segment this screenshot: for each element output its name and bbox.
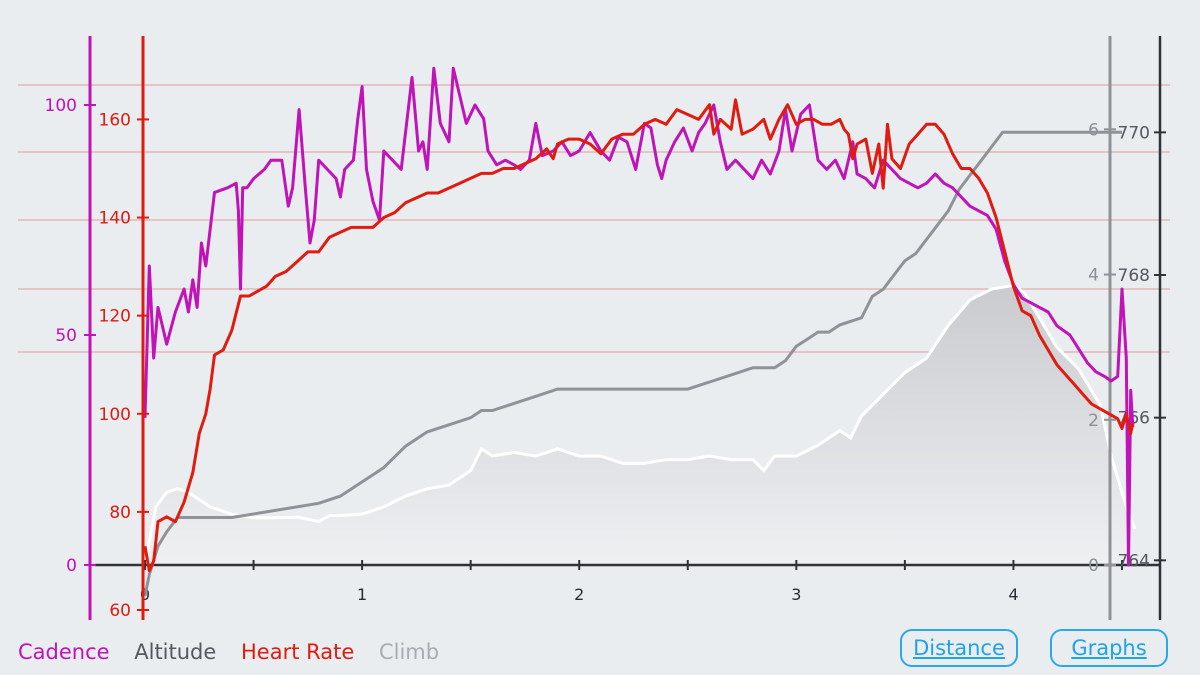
climb-tick-label: 0 — [1088, 556, 1099, 576]
cadence-tick-label: 100 — [45, 96, 77, 116]
legend-climb: Climb — [378, 640, 440, 664]
graphs-button[interactable]: Graphs — [1050, 629, 1168, 667]
heart-rate-tick-label: 140 — [99, 209, 131, 229]
climb-tick-label: 6 — [1088, 120, 1099, 140]
climb-tick-label: 4 — [1088, 266, 1099, 286]
legend-cadence: Cadence — [18, 640, 110, 664]
climb-line — [143, 283, 1137, 566]
altitude-tick-label: 770 — [1118, 123, 1150, 143]
x-tick-label: 2 — [574, 585, 584, 604]
altitude-tick-label: 764 — [1118, 551, 1150, 571]
legend-altitude: Altitude — [134, 640, 217, 664]
x-tick-label: 1 — [357, 585, 367, 604]
climb-area — [145, 285, 1136, 565]
heart-rate-tick-label: 60 — [109, 601, 131, 621]
legend-heart-rate: Heart Rate — [241, 640, 355, 664]
x-axis-ticks — [144, 560, 1123, 570]
heart-rate-tick-label: 80 — [109, 503, 131, 523]
heart-rate-tick-label: 160 — [99, 110, 131, 130]
heart-rate-tick-label: 100 — [99, 405, 131, 425]
cadence-line — [143, 66, 1135, 567]
x-tick-label: 3 — [791, 585, 801, 604]
x-tick-label: 4 — [1008, 585, 1018, 604]
heart-rate-line — [143, 98, 1135, 573]
climb-tick-label: 2 — [1088, 411, 1099, 431]
cadence-tick-label: 50 — [55, 326, 77, 346]
cadence-tick-label: 0 — [66, 556, 77, 576]
legend: Cadence Altitude Heart Rate Climb — [18, 640, 457, 664]
distance-button[interactable]: Distance — [900, 629, 1018, 667]
altitude-tick-label: 768 — [1118, 266, 1150, 286]
altitude-line — [143, 130, 1122, 597]
heart-rate-tick-label: 120 — [99, 307, 131, 327]
